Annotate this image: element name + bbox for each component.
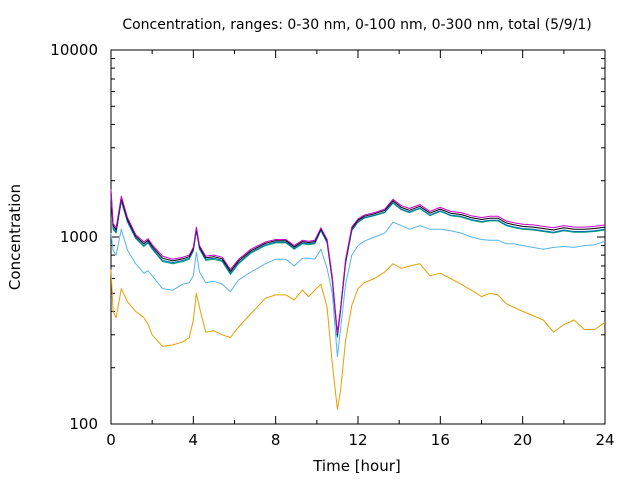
x-tick-label: 0 [106, 431, 116, 449]
plot-area: 100 1000 10000 0 4 8 12 16 20 24 [50, 41, 614, 449]
x-tick-label: 20 [513, 431, 532, 449]
x-tick-label: 4 [189, 431, 199, 449]
y-axis-label: Concentration [6, 184, 24, 290]
x-tick-label: 16 [431, 431, 450, 449]
y-tick-label: 1000 [60, 228, 98, 246]
x-tick-label: 24 [595, 431, 614, 449]
plot-frame [110, 49, 606, 425]
series-line-2 [110, 221, 606, 357]
series-line-6 [110, 189, 606, 334]
y-tick-label: 10000 [50, 41, 98, 59]
chart-title: Concentration, ranges: 0-30 nm, 0-100 nm… [122, 17, 591, 33]
series-line-3 [110, 193, 606, 338]
series-line-1 [110, 263, 606, 410]
y-tick-label: 100 [69, 415, 98, 433]
x-tick-label: 8 [271, 431, 281, 449]
x-axis-label: Time [hour] [312, 457, 401, 475]
x-tick-label: 12 [348, 431, 367, 449]
series-line-5 [110, 191, 606, 336]
